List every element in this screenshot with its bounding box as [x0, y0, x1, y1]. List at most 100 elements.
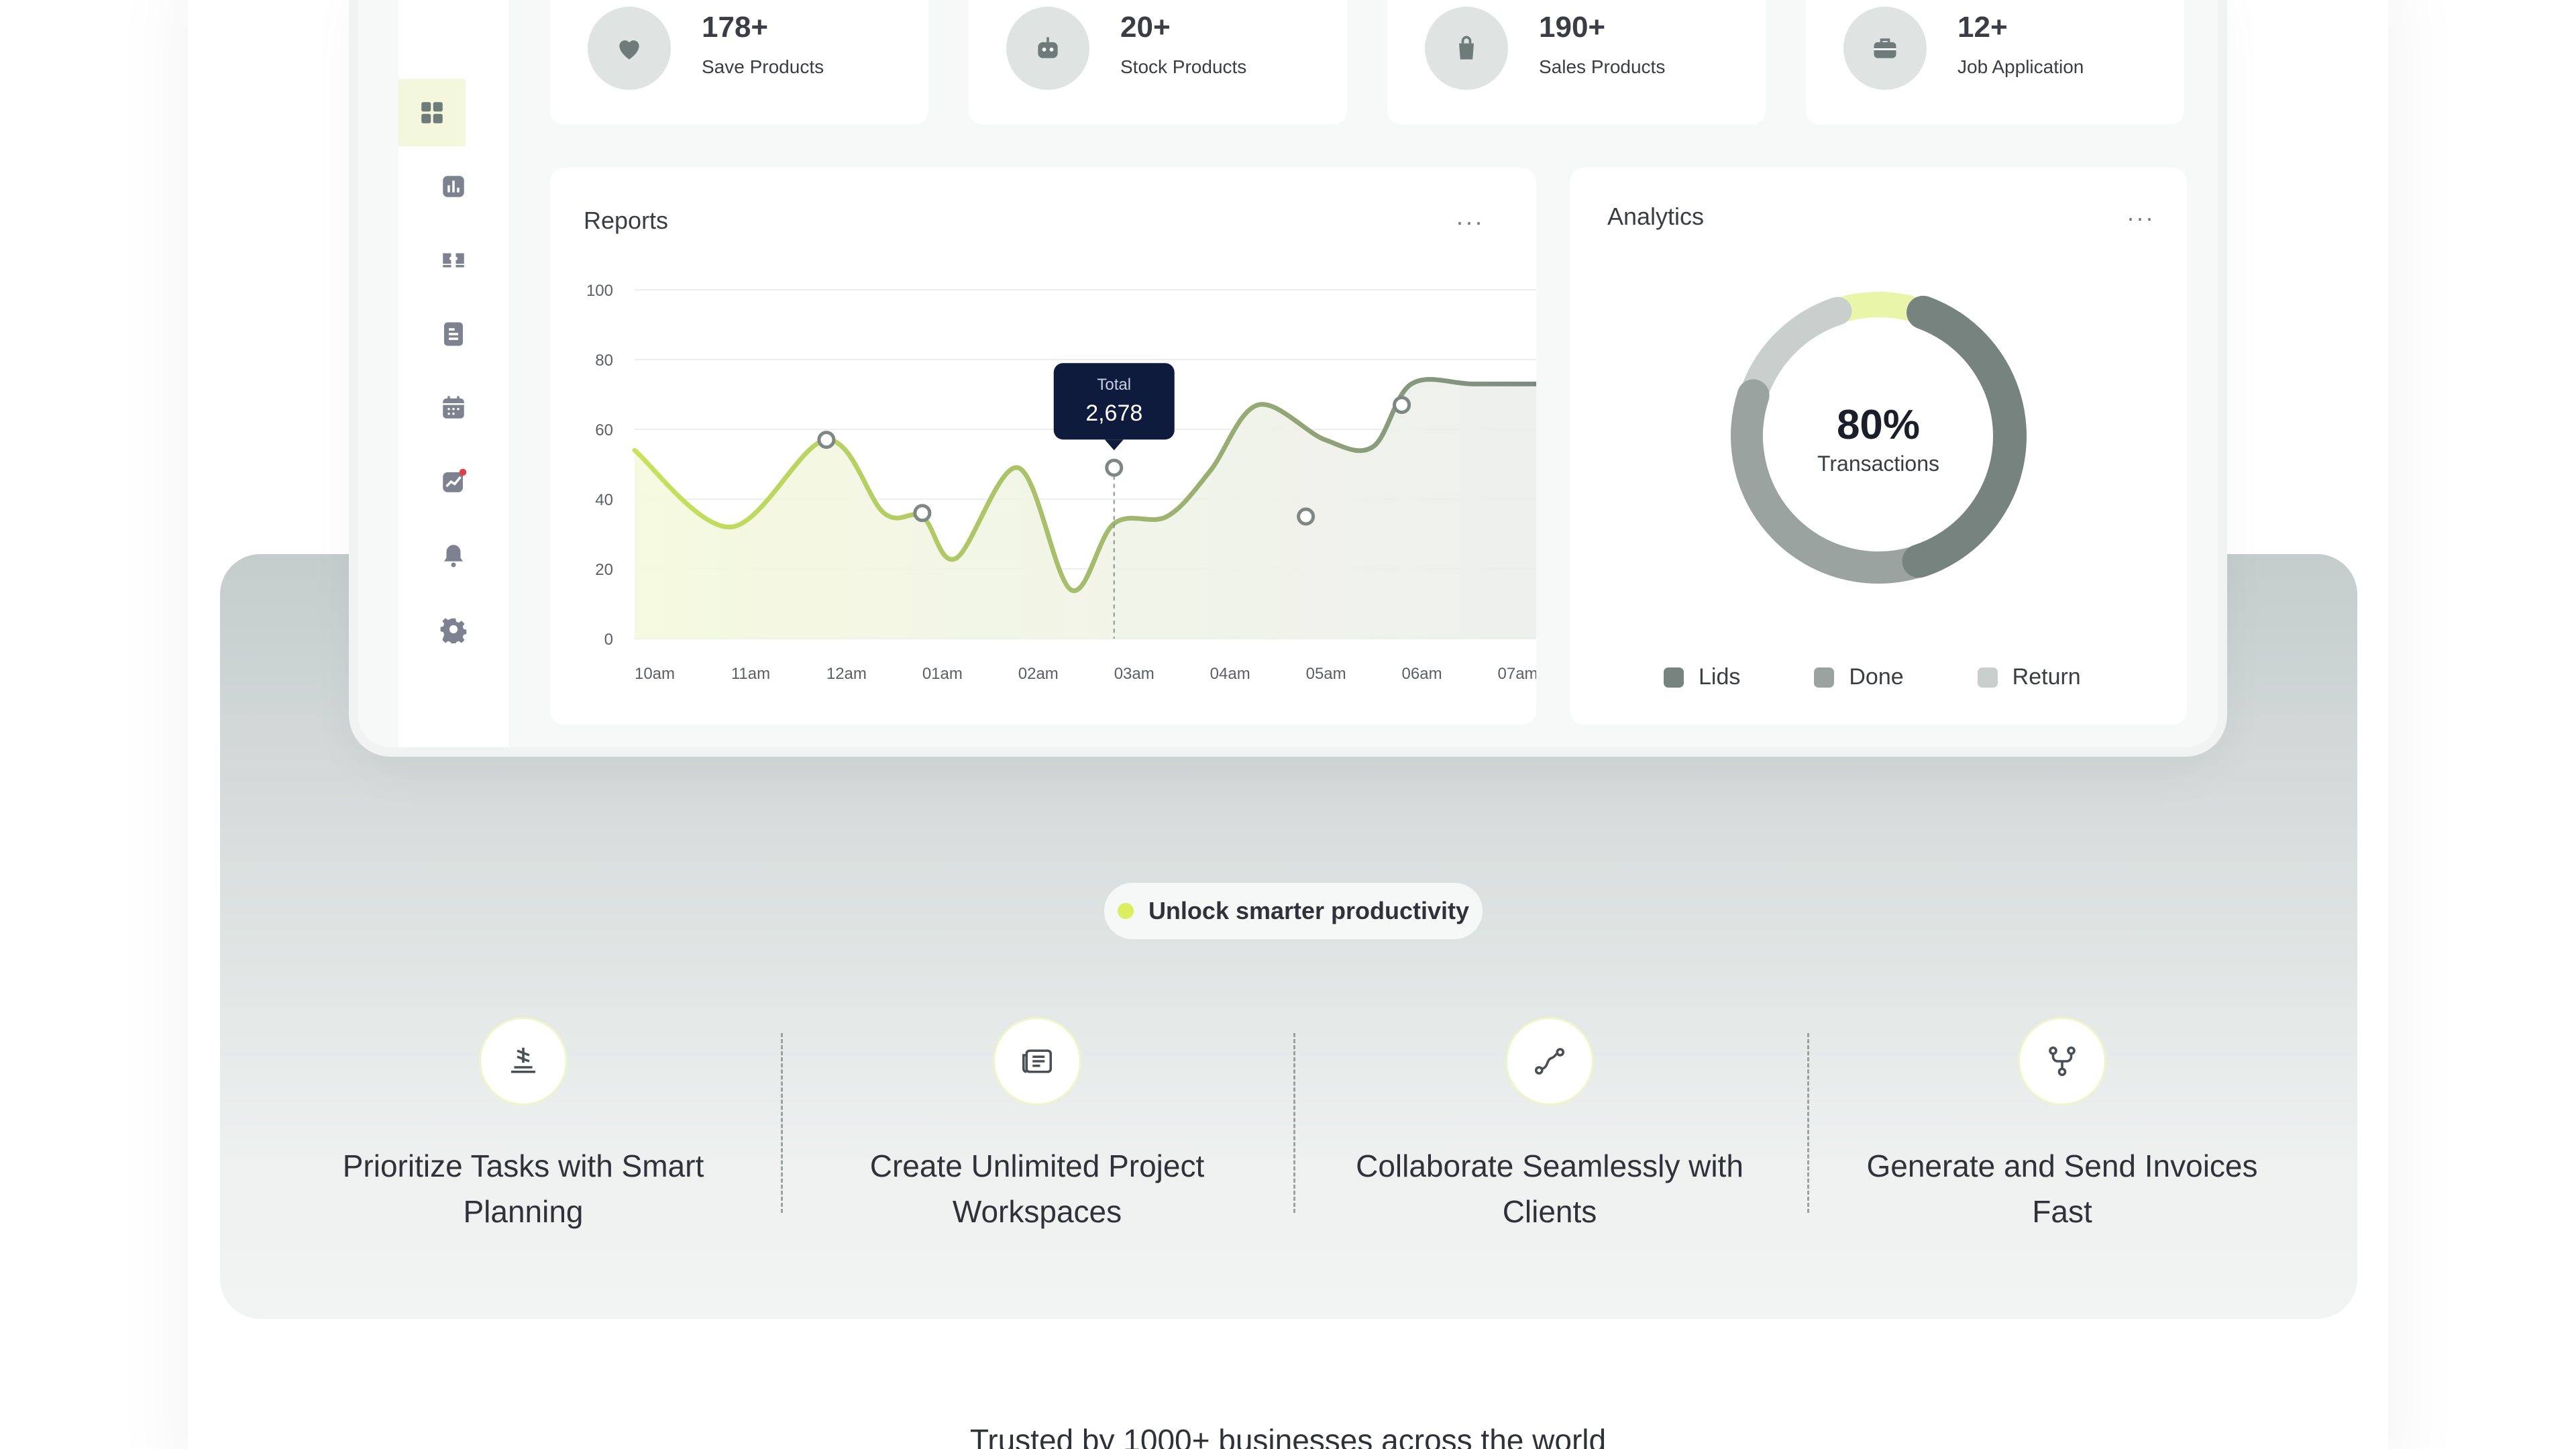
pill-label: Unlock smarter productivity [1148, 897, 1470, 924]
sidebar-item-documents[interactable] [398, 301, 508, 368]
ticket-icon [443, 253, 464, 268]
tooltip-pointer [1104, 439, 1124, 451]
x-tick-label: 12am [826, 665, 867, 683]
stat-value: 178+ [702, 11, 769, 44]
stat-label: Save Products [702, 56, 824, 77]
donut-legend: Lids Done Return [1664, 664, 2081, 690]
y-tick-label: 80 [595, 352, 613, 370]
reports-panel: Reports ··· 0 20 40 60 80 100 10am 11am 12am 01am… [550, 168, 1536, 724]
donut-center-label: Transactions [1817, 451, 1939, 476]
sidebar-item-notifications[interactable] [398, 522, 508, 589]
trusted-text: Trusted by 1000+ businesses across the w… [969, 1423, 1607, 1449]
data-point [1297, 507, 1316, 526]
stat-icon-wrap [1006, 7, 1089, 90]
tooltip-value: 2,678 [1085, 400, 1142, 426]
stat-card-stock[interactable]: 20+ Stock Products [969, 0, 1347, 125]
sidebar-item-tickets[interactable] [398, 227, 508, 294]
legend-label: Lids [1699, 664, 1741, 690]
donut-segment [1740, 297, 1852, 405]
bag-icon [1459, 36, 1474, 60]
data-point [1105, 458, 1124, 477]
stat-label: Stock Products [1120, 56, 1247, 77]
briefcase-icon [1874, 38, 1896, 58]
data-point [1393, 396, 1411, 415]
feature-title: Create Unlimited Project Workspaces [869, 1148, 1205, 1229]
stat-label: Job Application [1957, 56, 2084, 77]
panel-title: Reports [584, 207, 669, 234]
series-area [635, 379, 1536, 639]
feature-title: Prioritize Tasks with Smart Planning [342, 1148, 704, 1229]
x-tick-label: 10am [635, 665, 675, 683]
feature-icon-wrap [1505, 1017, 1594, 1106]
y-tick-label: 60 [595, 421, 613, 439]
legend-item: Done [1814, 664, 1904, 690]
legend-swatch [1814, 667, 1835, 688]
productivity-pill: Unlock smarter productivity [1104, 883, 1483, 939]
trend-icon [443, 468, 467, 492]
more-icon[interactable]: ··· [2127, 204, 2155, 231]
stack-icon [511, 1047, 535, 1073]
bar-chart-icon [443, 176, 464, 197]
legend-swatch [1977, 667, 1998, 688]
heart-icon [619, 40, 639, 60]
feature-collaborate: Collaborate Seamlessly with Clients [1295, 1017, 1805, 1234]
route-icon [1534, 1048, 1565, 1075]
reports-chart: 0 20 40 60 80 100 10am 11am 12am 01am 02am 03am 04am… [586, 282, 1536, 683]
calendar-icon [443, 396, 464, 419]
legend-label: Done [1849, 664, 1904, 690]
sidebar-item-analytics[interactable] [398, 448, 508, 515]
tooltip-label: Total [1097, 376, 1131, 394]
stat-icon-wrap [588, 7, 671, 90]
feature-title: Collaborate Seamlessly with Clients [1356, 1148, 1743, 1229]
legend-item: Return [1977, 664, 2081, 690]
feature-divider [1807, 1033, 1809, 1213]
y-tick-label: 0 [604, 631, 613, 649]
bell-icon [444, 545, 463, 568]
feature-divider [781, 1033, 783, 1213]
stat-icon-wrap [1843, 7, 1927, 90]
tooltip-box [1053, 363, 1175, 440]
x-tick-label: 11am [731, 665, 770, 683]
donut-segment [1902, 295, 2027, 578]
stat-icon-wrap [1425, 7, 1508, 90]
panel-title: Analytics [1607, 203, 1705, 230]
gear-icon [440, 618, 467, 643]
donut-center-value: 80% [1837, 402, 1920, 448]
more-icon[interactable]: ··· [1456, 208, 1484, 235]
x-tick-label: 07am [1498, 665, 1536, 683]
legend-item: Lids [1664, 664, 1740, 690]
legend-swatch [1664, 667, 1684, 688]
sidebar-item-dashboard[interactable] [398, 79, 466, 146]
branch-icon [2049, 1046, 2076, 1077]
feature-workspaces: Create Unlimited Project Workspaces [782, 1017, 1292, 1234]
feature-icon-wrap [2018, 1017, 2106, 1106]
legend-label: Return [2012, 664, 2081, 690]
series-line [632, 377, 1536, 593]
robot-icon [1038, 37, 1058, 58]
stat-card-sales[interactable]: 190+ Sales Products [1387, 0, 1766, 125]
x-tick-label: 02am [1018, 665, 1059, 683]
stat-label: Sales Products [1539, 56, 1666, 77]
data-point [913, 504, 932, 523]
stat-value: 20+ [1120, 11, 1171, 44]
analytics-panel: Analytics ··· 80% Transactions Lids Done … [1570, 168, 2187, 724]
stat-card-save[interactable]: 178+ Save Products [550, 0, 928, 125]
feature-icon-wrap [993, 1017, 1081, 1106]
data-point [817, 431, 836, 449]
analytics-donut: 80% Transactions [1731, 292, 2027, 584]
sidebar-item-reports[interactable] [398, 153, 508, 220]
stat-card-jobs[interactable]: 12+ Job Application [1806, 0, 2184, 125]
y-tick-label: 40 [595, 491, 613, 509]
y-tick-label: 100 [586, 282, 613, 300]
feature-smart-planning: Prioritize Tasks with Smart Planning [268, 1017, 778, 1234]
newspaper-icon [1022, 1049, 1053, 1073]
feature-invoices: Generate and Send Invoices Fast [1807, 1017, 2317, 1234]
y-tick-label: 20 [595, 561, 613, 579]
feature-title: Generate and Send Invoices Fast [1866, 1148, 2258, 1229]
x-tick-label: 03am [1114, 665, 1155, 683]
document-icon [444, 322, 463, 346]
sidebar-item-settings[interactable] [398, 596, 508, 663]
dashboard-icon [421, 102, 443, 123]
dashboard-preview: 178+ Save Products 20+ Stock Products 19… [358, 0, 2218, 747]
sidebar-item-calendar[interactable] [398, 374, 508, 441]
